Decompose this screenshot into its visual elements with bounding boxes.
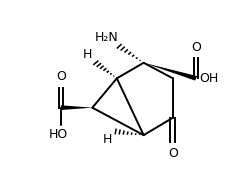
Text: O: O (168, 147, 178, 160)
Polygon shape (144, 63, 197, 81)
Text: HO: HO (49, 128, 68, 141)
Polygon shape (61, 105, 92, 110)
Text: H₂N: H₂N (94, 31, 118, 44)
Text: H: H (83, 48, 92, 61)
Text: O: O (191, 41, 201, 54)
Text: O: O (56, 70, 66, 84)
Text: OH: OH (199, 72, 218, 85)
Text: H: H (103, 133, 112, 146)
